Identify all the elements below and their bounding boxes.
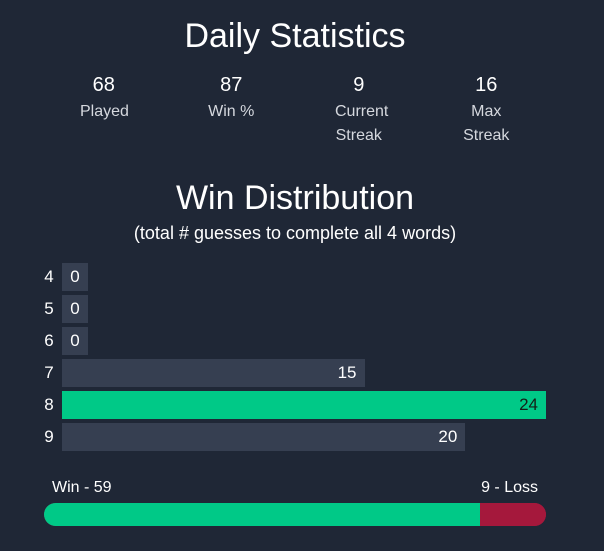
- stat-label: Max Streak: [463, 103, 510, 144]
- distribution-subtitle: (total # guesses to complete all 4 words…: [133, 223, 457, 243]
- stat-current-streak: 9 Current Streak: [295, 74, 423, 148]
- stat-label: Win %: [208, 103, 255, 120]
- page-title: Daily Statistics: [184, 17, 406, 55]
- win-segment: [44, 503, 480, 526]
- stat-value: 87: [220, 74, 243, 96]
- win-label: Win - 59: [52, 479, 112, 496]
- distribution-row: 8 24: [40, 391, 560, 419]
- stat-label: Played: [80, 103, 129, 120]
- distribution-bar: 0: [62, 295, 88, 323]
- distribution-row: 4 0: [40, 263, 560, 291]
- stat-max-streak: 16 Max Streak: [423, 74, 551, 148]
- loss-label: 9 - Loss: [481, 479, 538, 496]
- distribution-row: 5 0: [40, 295, 560, 323]
- win-loss-labels: Win - 59 9 - Loss: [52, 478, 538, 498]
- stat-value: 16: [475, 74, 498, 96]
- distribution-key: 9: [44, 427, 54, 446]
- distribution-row: 6 0: [40, 327, 560, 355]
- stat-label: Current Streak: [335, 103, 389, 144]
- distribution-bar: 24: [62, 391, 546, 419]
- stat-value: 9: [353, 74, 365, 96]
- distribution-bar: 15: [62, 359, 365, 387]
- loss-segment: [479, 503, 546, 526]
- stat-played: 68 Played: [40, 74, 168, 148]
- distribution-key: 4: [44, 267, 54, 286]
- distribution-bar: 0: [62, 327, 88, 355]
- distribution-key: 7: [44, 363, 54, 382]
- distribution-bar: 0: [62, 263, 88, 291]
- stats-row: 68 Played 87 Win % 9 Current Streak 16 M…: [40, 74, 550, 148]
- win-distribution: 4 0 5 0 6 0 7 15 8 24 9 20: [40, 263, 560, 455]
- distribution-row: 9 20: [40, 423, 560, 451]
- distribution-key: 5: [44, 299, 54, 318]
- distribution-row: 7 15: [40, 359, 560, 387]
- distribution-title: Win Distribution: [175, 179, 415, 217]
- stat-value: 68: [92, 74, 115, 96]
- distribution-key: 8: [44, 395, 54, 414]
- distribution-bar: 20: [62, 423, 466, 451]
- win-loss-bar: [44, 503, 546, 526]
- stat-win-percent: 87 Win %: [168, 74, 296, 148]
- distribution-key: 6: [44, 331, 54, 350]
